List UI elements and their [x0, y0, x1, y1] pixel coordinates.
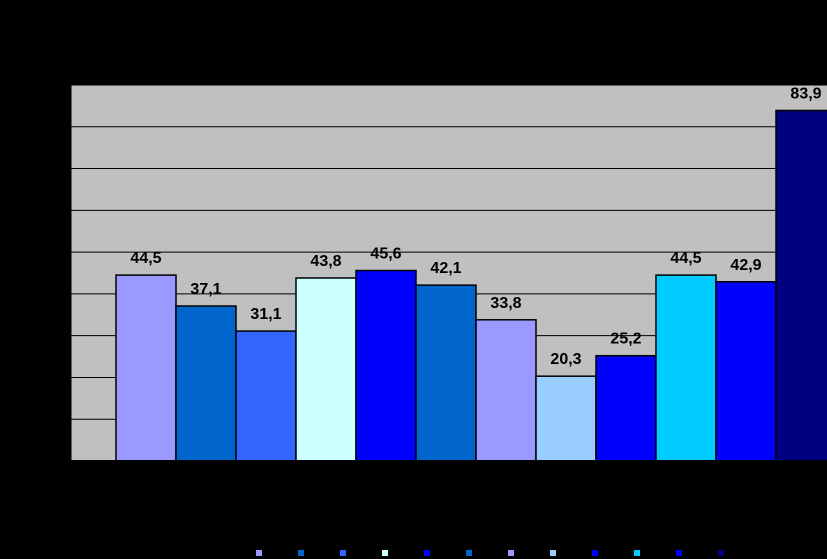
bar [355, 269, 417, 462]
legend-swatch [382, 550, 388, 556]
bar-value-label: 83,9 [790, 85, 821, 102]
data-labels: 44,5 37,1 31,1 43,8 45,6 42,1 33,8 20,3 25,2 44,5… [130, 85, 821, 368]
bar [235, 330, 297, 462]
legend-swatch [424, 550, 430, 556]
bar-value-label: 45,6 [370, 245, 401, 262]
legend [256, 550, 724, 556]
bar-value-label: 31,1 [250, 306, 281, 323]
bar-value-label: 42,1 [430, 260, 461, 277]
bar-value-label: 42,9 [730, 257, 761, 274]
bar-value-label: 43,8 [310, 253, 341, 270]
legend-swatch [550, 550, 556, 556]
bar [535, 375, 597, 462]
bar-value-label: 37,1 [190, 281, 221, 298]
legend-swatch [256, 550, 262, 556]
bar [775, 109, 827, 462]
legend-swatch [508, 550, 514, 556]
bar [715, 281, 777, 462]
bar [295, 277, 357, 462]
legend-swatch [340, 550, 346, 556]
bar [115, 274, 177, 462]
bar [175, 305, 237, 462]
legend-swatch [718, 550, 724, 556]
legend-swatch [298, 550, 304, 556]
bar-value-label: 44,5 [670, 250, 701, 267]
bar [475, 319, 537, 462]
legend-swatch [634, 550, 640, 556]
bar-value-label: 20,3 [550, 351, 581, 368]
bar-value-label: 44,5 [130, 250, 161, 267]
legend-swatch [466, 550, 472, 556]
bar-value-label: 33,8 [490, 295, 521, 312]
legend-swatch [676, 550, 682, 556]
bar-series [115, 109, 827, 462]
bar [415, 284, 477, 462]
bar-value-label: 25,2 [610, 331, 641, 348]
legend-swatch [592, 550, 598, 556]
bar [655, 274, 717, 462]
bar [595, 354, 657, 462]
